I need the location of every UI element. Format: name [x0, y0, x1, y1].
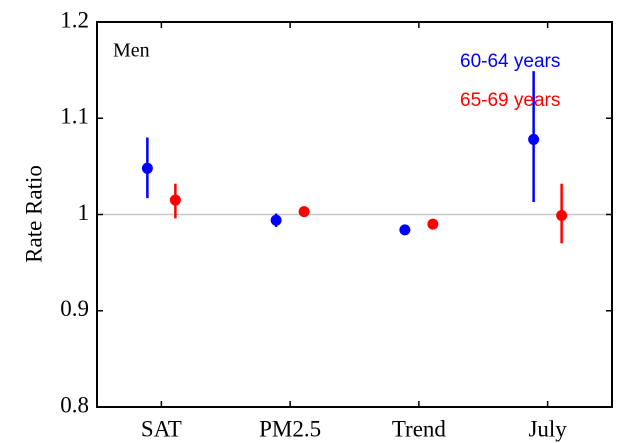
x-tick-label: PM2.5	[259, 416, 321, 441]
x-tick-label: SAT	[141, 416, 182, 441]
point	[141, 162, 153, 174]
point	[270, 214, 282, 226]
point	[556, 209, 568, 221]
y-tick-label: 0.9	[60, 296, 89, 321]
point	[169, 194, 181, 206]
x-tick-label: July	[528, 416, 567, 441]
point	[528, 133, 540, 145]
plot-frame	[96, 21, 613, 408]
y-tick-label: 1	[78, 200, 90, 225]
point	[298, 206, 310, 218]
legend-label: 60-64 years	[460, 51, 560, 72]
legend-label: 65-69 years	[460, 90, 560, 111]
x-tick-label: Trend	[392, 416, 447, 441]
point	[399, 224, 411, 236]
y-axis-label: Rate Ratio	[21, 165, 46, 263]
y-tick-label: 0.8	[60, 392, 89, 417]
y-tick-label: 1.1	[60, 104, 89, 129]
y-tick-label: 1.2	[60, 7, 89, 32]
annotation: Men	[113, 40, 150, 62]
point	[427, 218, 439, 230]
